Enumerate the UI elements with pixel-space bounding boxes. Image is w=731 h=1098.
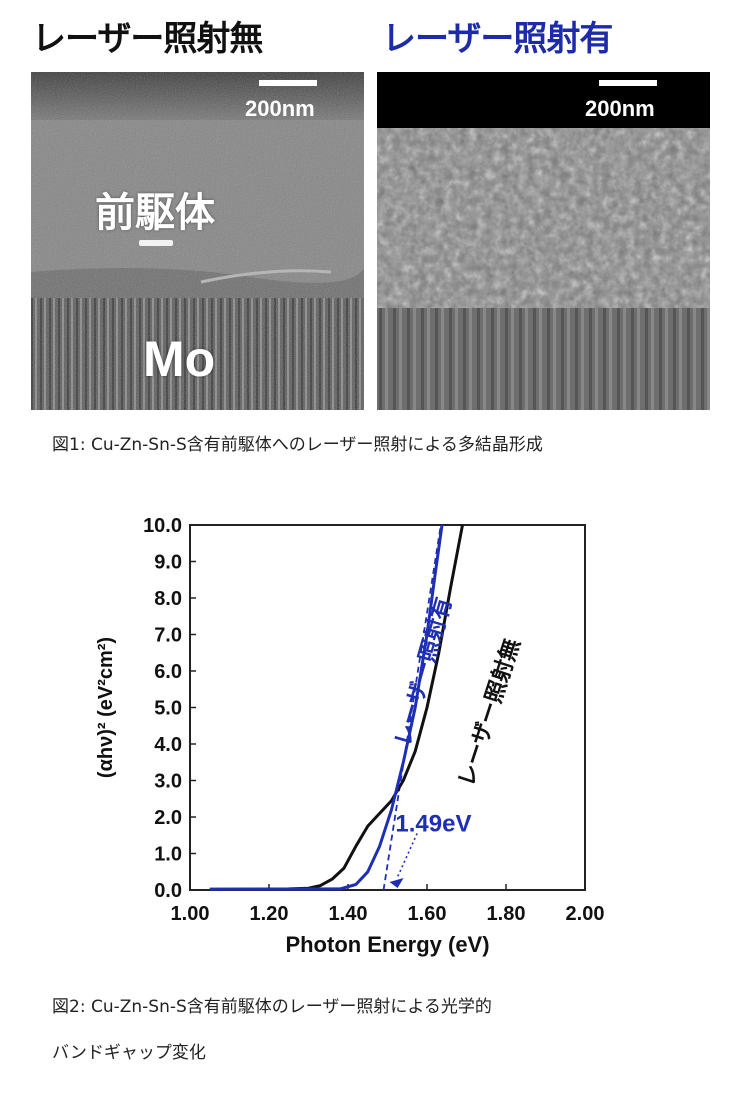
x-tick-label: 1.60 [408,903,447,925]
panel-title-with-laser: レーザー照射有 [382,19,613,59]
series-label-no-laser: レーザー照射無 [453,636,524,790]
y-tick-label: 10.0 [143,515,182,537]
sem-image-no-laser: 200nm 前駆体 Mo [31,72,364,410]
y-tick-label: 7.0 [154,625,182,647]
annotation-arrowhead [389,878,404,888]
series-line-with-laser [209,524,444,891]
figure2-caption-line2: バンドギャップ変化 [52,1043,206,1063]
y-tick-label: 3.0 [154,771,182,793]
tangent-fit-line [382,524,442,891]
y-tick-label: 1.0 [154,844,182,866]
label-precursor: 前駆体 [95,190,215,236]
x-axis-label: Photon Energy (eV) [285,932,489,957]
y-tick-label: 9.0 [154,552,182,574]
scale-label: 200nm [585,96,655,121]
scale-label: 200nm [245,96,315,121]
scale-bar [259,80,317,86]
scale-bar [599,80,657,86]
x-tick-label: 1.80 [487,903,526,925]
y-tick-label: 6.0 [154,661,182,683]
y-tick-label: 2.0 [154,807,182,829]
series-line-no-laser [209,524,464,891]
x-tick-label: 1.40 [329,903,368,925]
figure1-caption: 図1: Cu-Zn-Sn-S含有前駆体へのレーザー照射による多結晶形成 [52,435,543,455]
y-axis-label: (αhν)² (eV²cm²) [95,637,117,778]
panel-title-no-laser: レーザー照射無 [32,19,263,59]
figure2-caption-line1: 図2: Cu-Zn-Sn-S含有前駆体のレーザー照射による光学的 [52,997,492,1017]
y-tick-label: 0.0 [154,880,182,902]
y-tick-label: 5.0 [154,698,182,720]
y-tick-label: 8.0 [154,588,182,610]
label-mo: Mo [143,331,216,387]
x-tick-label: 1.20 [250,903,289,925]
plot-frame [189,524,586,891]
annotation-leader [396,833,418,878]
x-tick-label: 2.00 [566,903,605,925]
sem-image-with-laser: 200nm [377,72,710,410]
y-tick-label: 4.0 [154,734,182,756]
annotation-bandgap: 1.49eV [395,811,471,838]
x-tick-label: 1.00 [171,903,210,925]
bandgap-chart: 0.0 1.0 2.0 3.0 4.0 5.0 6.0 7.0 8.0 9.0 10.0 1.00 1.… [95,515,605,957]
